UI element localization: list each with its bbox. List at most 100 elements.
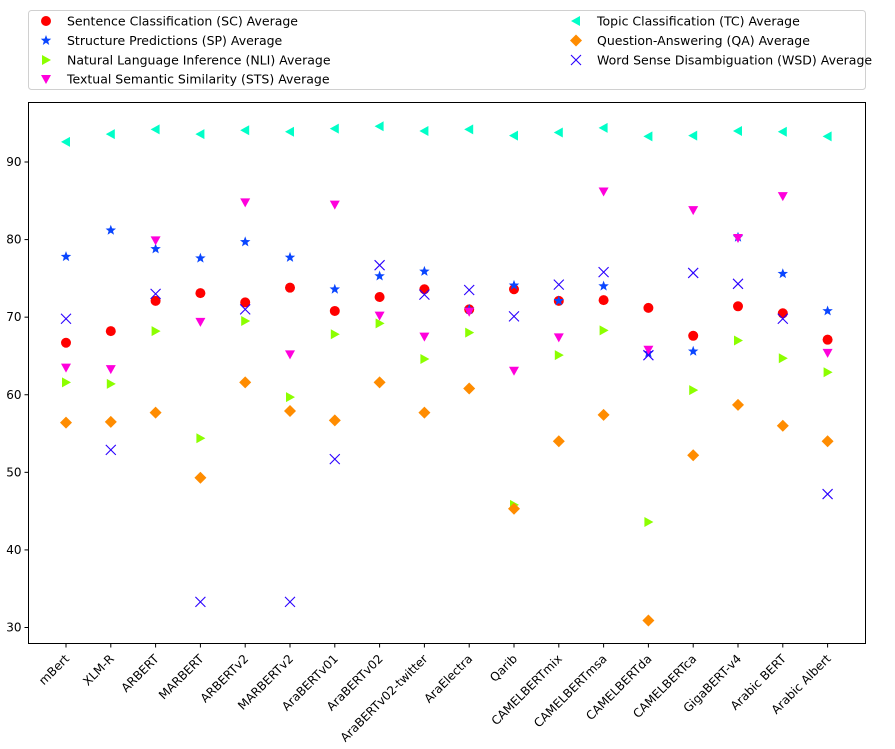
x-axis: mBert XLM-R ARBERTMARBERTARBERTv2MARBERTv2… bbox=[36, 643, 834, 745]
legend-marker bbox=[42, 55, 51, 65]
data-point bbox=[464, 124, 474, 135]
data-point bbox=[823, 367, 833, 378]
data-point bbox=[598, 280, 609, 291]
series-6 bbox=[60, 259, 833, 608]
data-point bbox=[374, 121, 384, 132]
data-point bbox=[330, 329, 340, 340]
data-point bbox=[509, 130, 518, 141]
legend-label: Question-Answering (QA) Average bbox=[597, 33, 810, 48]
data-point bbox=[821, 435, 834, 448]
data-point bbox=[553, 295, 565, 306]
data-point bbox=[822, 131, 832, 142]
data-point bbox=[553, 333, 564, 343]
legend-marker bbox=[40, 35, 52, 45]
data-point bbox=[508, 502, 520, 515]
data-point bbox=[240, 198, 251, 208]
data-point bbox=[328, 414, 341, 427]
data-point bbox=[777, 313, 789, 325]
data-point bbox=[329, 200, 340, 210]
series-5 bbox=[60, 376, 834, 627]
y-tick-label: 90 bbox=[6, 155, 21, 169]
data-point bbox=[104, 415, 117, 428]
data-point bbox=[285, 350, 295, 360]
data-point bbox=[778, 353, 788, 364]
series-1 bbox=[60, 224, 833, 358]
data-point bbox=[597, 408, 610, 421]
data-point bbox=[374, 270, 385, 281]
data-point bbox=[374, 291, 385, 302]
y-tick-label: 50 bbox=[6, 465, 21, 479]
legend-label: Sentence Classification (SC) Average bbox=[67, 14, 298, 29]
data-point bbox=[642, 614, 655, 627]
data-point bbox=[598, 295, 609, 306]
data-point bbox=[240, 297, 251, 308]
data-point bbox=[150, 236, 161, 246]
legend-label: Natural Language Inference (NLI) Average bbox=[67, 53, 331, 68]
y-tick-label: 70 bbox=[6, 310, 21, 324]
data-point bbox=[822, 334, 833, 345]
data-point bbox=[194, 471, 207, 484]
data-point bbox=[508, 279, 520, 290]
data-point bbox=[373, 376, 386, 389]
data-point bbox=[822, 305, 833, 316]
data-point bbox=[239, 304, 251, 315]
data-point bbox=[195, 317, 206, 327]
y-tick-label: 40 bbox=[6, 543, 21, 557]
data-point bbox=[733, 125, 742, 136]
data-point bbox=[418, 406, 431, 419]
series-2 bbox=[62, 316, 833, 527]
data-point bbox=[688, 130, 698, 141]
data-point bbox=[732, 398, 744, 411]
data-point bbox=[419, 332, 430, 342]
data-point bbox=[554, 350, 564, 361]
data-point bbox=[60, 251, 72, 262]
data-point bbox=[598, 122, 608, 133]
data-point bbox=[284, 405, 296, 418]
data-point bbox=[105, 224, 117, 235]
data-point bbox=[375, 318, 385, 329]
data-point bbox=[284, 251, 296, 262]
data-point bbox=[150, 288, 161, 300]
data-point bbox=[195, 252, 206, 263]
data-point bbox=[149, 406, 162, 419]
data-point bbox=[732, 278, 744, 290]
data-point bbox=[286, 392, 295, 403]
data-point bbox=[419, 289, 430, 301]
data-point bbox=[463, 284, 475, 296]
data-point bbox=[463, 382, 476, 395]
legend-label: Structure Predictions (SP) Average bbox=[67, 33, 283, 48]
data-point bbox=[150, 295, 161, 306]
data-point bbox=[508, 311, 520, 322]
data-point bbox=[329, 283, 341, 294]
data-point bbox=[239, 236, 251, 247]
data-marks bbox=[60, 121, 834, 627]
series-3 bbox=[61, 187, 833, 376]
x-tick-label: XLM-R bbox=[80, 652, 117, 689]
data-point bbox=[733, 301, 743, 312]
x-tick-label: Qarib bbox=[487, 652, 520, 685]
data-point bbox=[105, 129, 115, 140]
legend-marker bbox=[41, 16, 51, 26]
data-point bbox=[509, 284, 519, 295]
plot-frame bbox=[28, 102, 866, 644]
data-point bbox=[239, 376, 252, 389]
data-point bbox=[733, 234, 743, 244]
data-point bbox=[688, 330, 699, 341]
legend-label: Word Sense Disambiguation (WSD) Average bbox=[597, 53, 872, 68]
data-point bbox=[60, 313, 72, 325]
data-point bbox=[105, 365, 116, 375]
data-point bbox=[509, 366, 519, 376]
legend-label: Textual Semantic Similarity (STS) Averag… bbox=[66, 72, 330, 87]
series-4 bbox=[61, 121, 832, 147]
data-point bbox=[105, 444, 117, 456]
data-point bbox=[777, 308, 788, 319]
data-point bbox=[643, 131, 653, 142]
data-point bbox=[687, 345, 699, 356]
legend-marker bbox=[570, 54, 582, 66]
y-tick-label: 80 bbox=[6, 233, 21, 247]
x-tick-label: AraBERTv02-twitter bbox=[338, 652, 431, 745]
data-point bbox=[241, 316, 251, 327]
data-point bbox=[598, 187, 609, 197]
legend-marker bbox=[41, 75, 51, 84]
